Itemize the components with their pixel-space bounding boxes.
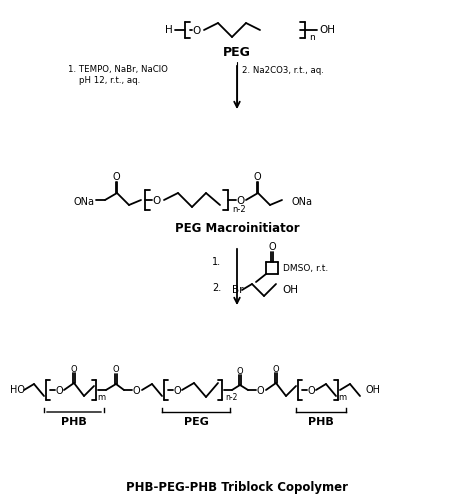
Text: DMSO, r.t.: DMSO, r.t. bbox=[283, 264, 328, 273]
Text: H: H bbox=[165, 25, 173, 35]
Text: O: O bbox=[113, 172, 120, 182]
Text: n: n bbox=[309, 33, 315, 42]
Text: 1. TEMPO, NaBr, NaClO
    pH 12, r.t., aq.: 1. TEMPO, NaBr, NaClO pH 12, r.t., aq. bbox=[68, 65, 168, 85]
Text: m: m bbox=[97, 393, 105, 402]
Text: O: O bbox=[256, 386, 264, 396]
Text: PEG: PEG bbox=[183, 417, 209, 427]
Text: O: O bbox=[237, 196, 245, 206]
Text: OH: OH bbox=[319, 25, 335, 35]
Text: O: O bbox=[173, 386, 181, 396]
Text: O: O bbox=[153, 196, 161, 206]
Text: O: O bbox=[71, 365, 77, 374]
Text: ONa: ONa bbox=[292, 197, 313, 207]
Text: O: O bbox=[273, 365, 279, 374]
Text: PEG: PEG bbox=[223, 45, 251, 58]
Text: m: m bbox=[338, 393, 346, 402]
Text: O: O bbox=[132, 386, 140, 396]
Text: n-2: n-2 bbox=[232, 205, 246, 213]
Text: HO: HO bbox=[10, 385, 25, 395]
Text: PHB: PHB bbox=[308, 417, 334, 427]
Text: 1.: 1. bbox=[212, 257, 221, 267]
Text: PHB-PEG-PHB Triblock Copolymer: PHB-PEG-PHB Triblock Copolymer bbox=[126, 481, 348, 494]
Text: OH: OH bbox=[282, 285, 298, 295]
Text: PEG Macroinitiator: PEG Macroinitiator bbox=[175, 221, 299, 234]
Text: O: O bbox=[237, 367, 243, 376]
Text: OH: OH bbox=[366, 385, 381, 395]
Text: O: O bbox=[55, 386, 63, 396]
Text: O: O bbox=[193, 26, 201, 36]
Text: Br: Br bbox=[232, 285, 244, 295]
Text: 2. Na2CO3, r.t., aq.: 2. Na2CO3, r.t., aq. bbox=[242, 65, 324, 74]
Text: PHB: PHB bbox=[61, 417, 87, 427]
Text: O: O bbox=[254, 172, 261, 182]
Text: n-2: n-2 bbox=[225, 393, 237, 402]
Text: O: O bbox=[268, 242, 276, 252]
Text: ONa: ONa bbox=[74, 197, 95, 207]
Text: 2.: 2. bbox=[212, 283, 221, 293]
Text: O: O bbox=[113, 366, 119, 375]
Text: O: O bbox=[307, 386, 315, 396]
